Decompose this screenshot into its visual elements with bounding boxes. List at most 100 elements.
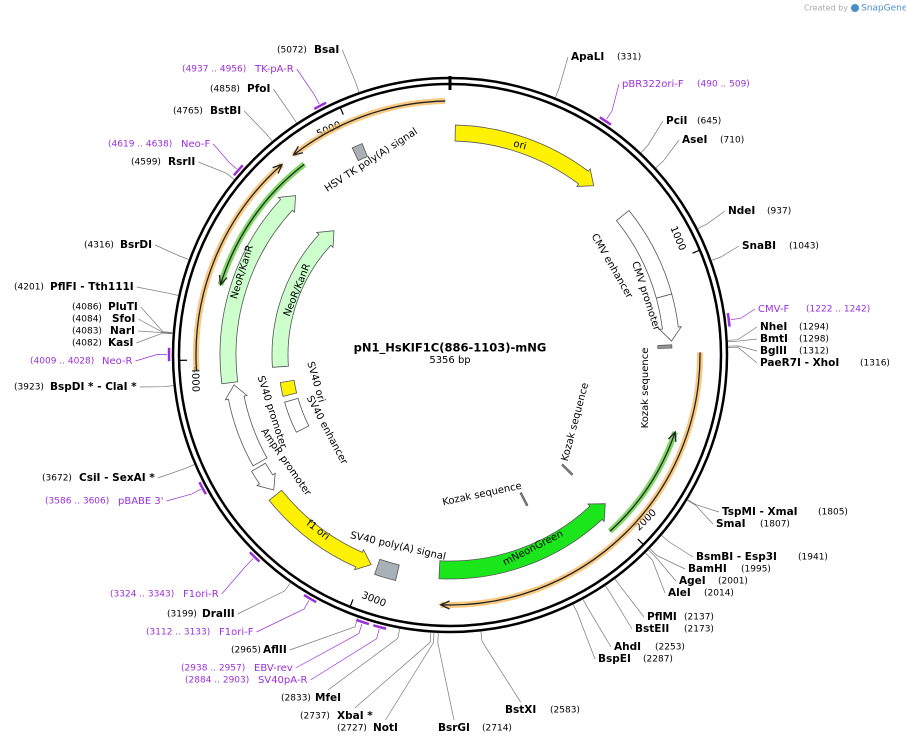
leader-line	[221, 558, 254, 595]
feature	[519, 492, 529, 507]
primer-name: TK-pA-R	[254, 64, 294, 75]
site-position: (5072)	[277, 46, 307, 56]
feature	[268, 489, 372, 571]
feature	[271, 230, 335, 368]
leader-line	[289, 617, 359, 651]
leader-line	[727, 326, 758, 341]
site-name: AseI	[682, 134, 707, 146]
site-name: BsmBI - Esp3I	[696, 551, 777, 563]
site-position: (2737)	[300, 712, 330, 722]
leader-line	[213, 143, 237, 170]
leader-line	[327, 628, 401, 691]
credit-brand: SnapGene	[861, 4, 906, 14]
site-name: CsiI - SexAI *	[79, 472, 155, 484]
primer-mark	[372, 624, 387, 630]
site-name: BsrGI	[438, 722, 470, 734]
site-name: BsaI	[314, 44, 339, 56]
site-position: (4082)	[72, 339, 102, 349]
primer-mark	[198, 481, 207, 495]
orf	[607, 430, 679, 534]
leader-line	[606, 83, 620, 120]
site-position: (1312)	[799, 347, 829, 357]
site-position: (3199)	[167, 610, 197, 620]
leader-line	[640, 120, 664, 154]
leader-line	[437, 632, 455, 721]
site-name: PflFI - Tth111I	[50, 281, 134, 293]
primer-range: (4009 .. 4028)	[30, 357, 94, 367]
feature	[454, 124, 595, 187]
ruler-tick	[692, 249, 701, 254]
site-position: (2014)	[704, 589, 734, 599]
ruler-tick	[349, 599, 354, 608]
site-position: (645)	[697, 117, 721, 127]
site-name: AhdI	[614, 641, 641, 653]
site-name: NheI	[760, 321, 787, 333]
site-name: AflII	[263, 644, 287, 656]
leader-line	[135, 354, 167, 362]
leader-line	[139, 385, 174, 388]
leader-line	[296, 68, 320, 105]
leader-line	[154, 244, 190, 260]
site-name: BstBI	[210, 105, 241, 117]
leader-line	[727, 338, 758, 342]
site-position: (3672)	[42, 474, 72, 484]
feature	[284, 397, 310, 433]
primer-range: (3586 .. 3606)	[45, 497, 109, 507]
site-position: (2965)	[231, 646, 261, 656]
feature-label: Kozak sequence	[560, 382, 592, 463]
feature	[251, 462, 276, 491]
leader-line	[648, 549, 677, 582]
site-name: XbaI *	[337, 710, 373, 722]
leader-line	[273, 88, 297, 124]
leader-line	[136, 332, 173, 344]
leader-line	[385, 632, 435, 721]
site-position: (1298)	[799, 335, 829, 345]
primer-range: (4937 .. 4956)	[182, 65, 246, 75]
orf-head	[439, 600, 450, 610]
logo-icon	[851, 4, 859, 12]
leader-line	[582, 599, 612, 648]
site-name: MfeI	[315, 692, 341, 704]
primer-mark	[248, 551, 261, 563]
feature	[657, 344, 673, 349]
site-name: BglII	[760, 345, 787, 357]
leader-line	[341, 49, 360, 93]
site-position: (2253)	[655, 643, 685, 653]
orf-line	[440, 352, 701, 606]
site-name: PfoI	[247, 83, 270, 95]
site-name: PaeR7I - XhoI	[760, 357, 839, 369]
feature-label: HSV TK poly(A) signal	[323, 126, 420, 194]
leader-line	[604, 585, 633, 630]
site-position: (710)	[720, 136, 744, 146]
leader-line	[727, 346, 758, 364]
site-position: (4201)	[14, 283, 44, 293]
site-name: KasI	[108, 337, 133, 349]
site-name: PluTI	[108, 301, 138, 313]
leader-line	[697, 210, 726, 230]
orf-head	[218, 274, 228, 287]
leader-line	[554, 56, 569, 98]
primer-range: (1222 .. 1242)	[806, 305, 870, 315]
primer-mark	[303, 594, 317, 604]
feature-label: ori	[512, 138, 527, 152]
site-position: (2583)	[550, 706, 580, 716]
primer-mark	[313, 101, 327, 111]
ruler-label: 3000	[360, 590, 388, 610]
feature-label: CMV enhancer	[589, 232, 635, 301]
leader-line	[295, 623, 363, 669]
leader-line	[198, 161, 235, 180]
orf-head	[272, 163, 284, 174]
site-position: (2137)	[684, 613, 714, 623]
site-position: (1043)	[789, 242, 819, 252]
site-position: (4858)	[210, 85, 240, 95]
ruler-label: 1000	[667, 225, 687, 253]
feature	[438, 503, 606, 580]
site-position: (1995)	[741, 565, 771, 575]
site-position: (1805)	[818, 508, 848, 518]
site-position: (2001)	[718, 577, 748, 587]
site-position: (4765)	[173, 107, 203, 117]
site-position: (4083)	[72, 327, 102, 337]
site-name: NarI	[110, 325, 135, 337]
site-name: ApaLI	[571, 51, 604, 63]
site-position: (4084)	[72, 315, 102, 325]
